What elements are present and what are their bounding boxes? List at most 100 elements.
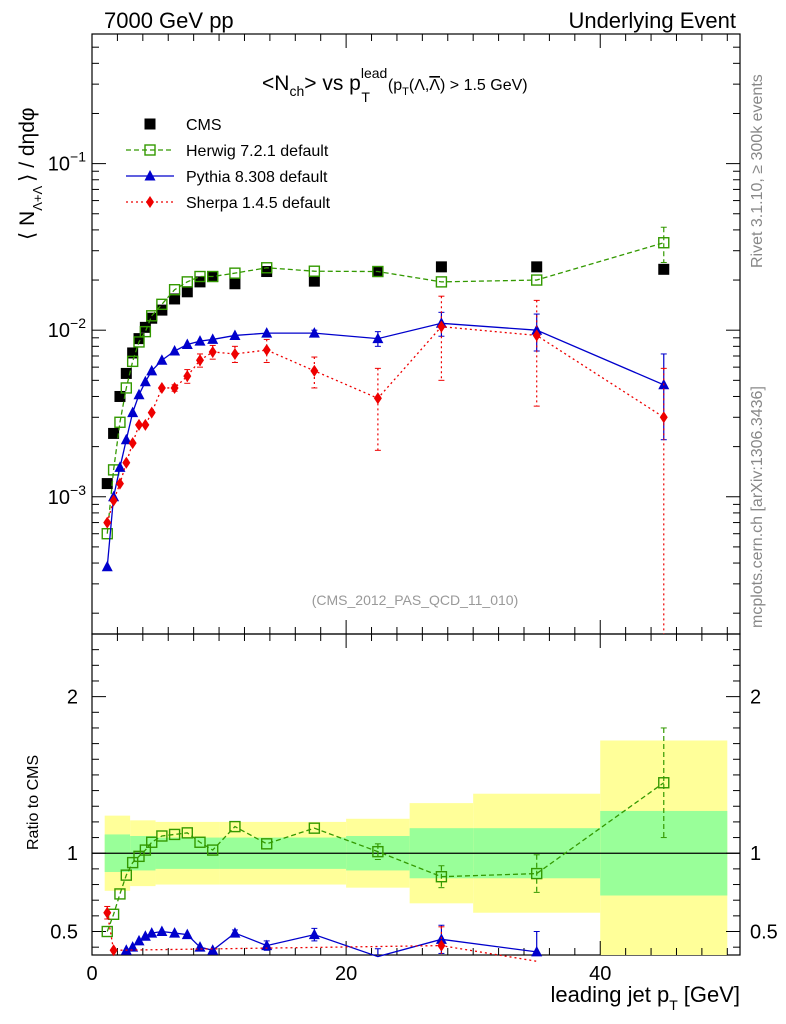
point-cms bbox=[101, 478, 113, 490]
main-ytick-label: 10−1 bbox=[48, 149, 86, 176]
mcplots-label: mcplots.cern.ch [arXiv:1306.3436] bbox=[749, 386, 766, 628]
point-cms bbox=[108, 427, 120, 439]
title-cond-sub: T bbox=[402, 86, 409, 98]
point-pythia-8-308-default bbox=[156, 354, 168, 365]
title-cond-pre: (p bbox=[388, 77, 402, 94]
legend-marker-sherpa-1-4-5-default bbox=[146, 196, 154, 208]
rivet-label: Rivet 3.1.10, ≥ 300k events bbox=[749, 74, 766, 268]
series-sherpa-1-4-5-default-ratio bbox=[103, 905, 537, 962]
point-sherpa-1-4-5-default bbox=[437, 939, 446, 952]
point-pythia-8-308-default bbox=[308, 928, 320, 940]
point-pythia-8-308-default bbox=[146, 364, 158, 376]
point-pythia-8-308-default bbox=[156, 925, 168, 937]
point-herwig-7-2-1-default bbox=[531, 274, 543, 286]
point-herwig-7-2-1-default bbox=[168, 284, 181, 296]
point-herwig-7-2-1-default bbox=[207, 844, 219, 856]
point-herwig-7-2-1-default bbox=[181, 276, 193, 288]
point-sherpa-1-4-5-default bbox=[115, 477, 124, 490]
title-cond-post: ) > 1.5 GeV) bbox=[440, 77, 528, 94]
point-cms bbox=[435, 261, 447, 273]
point-sherpa-1-4-5-default bbox=[659, 411, 668, 424]
point-herwig-7-2-1-default bbox=[126, 355, 139, 368]
point-cms bbox=[181, 286, 193, 298]
svg-text:⟨ NΛ+Λ⟩ / dηdφ: ⟨ NΛ+Λ ⟩ / dηdφ bbox=[16, 107, 45, 240]
main-series-group bbox=[101, 226, 670, 634]
point-sherpa-1-4-5-default bbox=[437, 320, 446, 333]
point-pythia-8-308-default bbox=[207, 333, 219, 344]
point-pythia-8-308-default bbox=[181, 338, 193, 350]
line-herwig-7-2-1-default bbox=[106, 782, 665, 932]
legend-marker-herwig-7-2-1-default bbox=[144, 144, 156, 156]
point-pythia-8-308-default bbox=[181, 928, 193, 940]
point-cms bbox=[531, 261, 543, 273]
main-ytick-label: 10−2 bbox=[48, 315, 86, 342]
xlabel-sub: T bbox=[669, 997, 678, 1013]
point-herwig-7-2-1-default bbox=[126, 856, 139, 869]
line-sherpa-1-4-5-default bbox=[106, 325, 665, 523]
point-sherpa-1-4-5-default bbox=[310, 364, 319, 377]
point-pythia-8-308-default bbox=[169, 345, 181, 356]
point-herwig-7-2-1-default bbox=[308, 265, 321, 277]
point-herwig-7-2-1-default bbox=[435, 276, 448, 288]
point-herwig-7-2-1-default bbox=[261, 262, 273, 274]
main-ytick-label: 10−3 bbox=[48, 482, 86, 509]
ratio-panel-frame bbox=[91, 633, 741, 956]
point-herwig-7-2-1-default bbox=[181, 827, 193, 839]
header-left: 7000 GeV pp bbox=[104, 8, 234, 33]
point-pythia-8-308-default bbox=[114, 461, 126, 472]
point-sherpa-1-4-5-default bbox=[170, 381, 179, 394]
ylabel-open: ⟨ N bbox=[16, 211, 39, 240]
series-pythia-8-308-default-ratio bbox=[120, 924, 543, 958]
title-t: T bbox=[361, 89, 370, 105]
ratio-series-group bbox=[101, 727, 670, 962]
point-herwig-7-2-1-default bbox=[133, 850, 145, 863]
point-pythia-8-308-default bbox=[169, 927, 181, 938]
point-herwig-7-2-1-default bbox=[372, 265, 384, 278]
point-cms bbox=[308, 275, 320, 287]
point-herwig-7-2-1-default bbox=[156, 830, 168, 842]
point-sherpa-1-4-5-default bbox=[109, 944, 118, 957]
ylabel-sub: Λ+Λ bbox=[30, 186, 45, 211]
point-cms bbox=[127, 347, 139, 359]
x-axis-label: leading jet pT [GeV] bbox=[551, 982, 740, 1013]
point-herwig-7-2-1-default bbox=[658, 237, 670, 249]
point-sherpa-1-4-5-default bbox=[532, 329, 541, 342]
title-ch: ch bbox=[289, 83, 304, 99]
point-herwig-7-2-1-default bbox=[101, 925, 113, 938]
point-herwig-7-2-1-default bbox=[101, 528, 113, 540]
ylabel-close: ⟩ / dηdφ bbox=[16, 107, 39, 181]
analysis-watermark: (CMS_2012_PAS_QCD_11_010) bbox=[312, 592, 519, 608]
title-lead: lead bbox=[361, 65, 387, 81]
point-sherpa-1-4-5-default bbox=[196, 354, 204, 367]
point-sherpa-1-4-5-default bbox=[122, 456, 131, 469]
legend-label-herwig-7-2-1-default: Herwig 7.2.1 default bbox=[186, 143, 329, 160]
point-pythia-8-308-default bbox=[229, 329, 241, 340]
point-sherpa-1-4-5-default bbox=[109, 494, 118, 507]
point-herwig-7-2-1-default bbox=[658, 777, 670, 789]
point-pythia-8-308-default bbox=[146, 927, 158, 938]
point-herwig-7-2-1-default bbox=[120, 869, 133, 881]
point-sherpa-1-4-5-default bbox=[147, 406, 156, 419]
point-cms bbox=[156, 304, 168, 316]
point-pythia-8-308-default bbox=[194, 335, 206, 346]
point-sherpa-1-4-5-default bbox=[103, 516, 112, 529]
point-herwig-7-2-1-default bbox=[114, 416, 126, 428]
legend-marker-pythia-8-308-default bbox=[144, 170, 156, 181]
ratio-axis-ticks: 0.5 0.51 12 20 20 40 bbox=[50, 633, 778, 985]
legend-label-cms: CMS bbox=[186, 117, 222, 134]
point-herwig-7-2-1-default bbox=[194, 836, 206, 848]
x-tick-label: 0 bbox=[86, 963, 97, 985]
point-sherpa-1-4-5-default bbox=[103, 906, 112, 919]
point-herwig-7-2-1-default bbox=[207, 270, 219, 283]
xlabel-post: [GeV] bbox=[684, 982, 740, 1007]
point-cms bbox=[146, 312, 158, 324]
header-right: Underlying Event bbox=[568, 8, 736, 33]
point-cms bbox=[169, 293, 181, 305]
plot-title: <Nch> vs plead T(pT(Λ,Λ) > 1.5 GeV) bbox=[262, 65, 528, 105]
point-pythia-8-308-default bbox=[127, 941, 139, 952]
point-pythia-8-308-default bbox=[372, 332, 384, 344]
series-herwig-7-2-1-default-ratio bbox=[101, 727, 670, 938]
point-herwig-7-2-1-default bbox=[372, 845, 384, 858]
point-herwig-7-2-1-default bbox=[114, 888, 126, 900]
point-herwig-7-2-1-default bbox=[308, 822, 321, 834]
